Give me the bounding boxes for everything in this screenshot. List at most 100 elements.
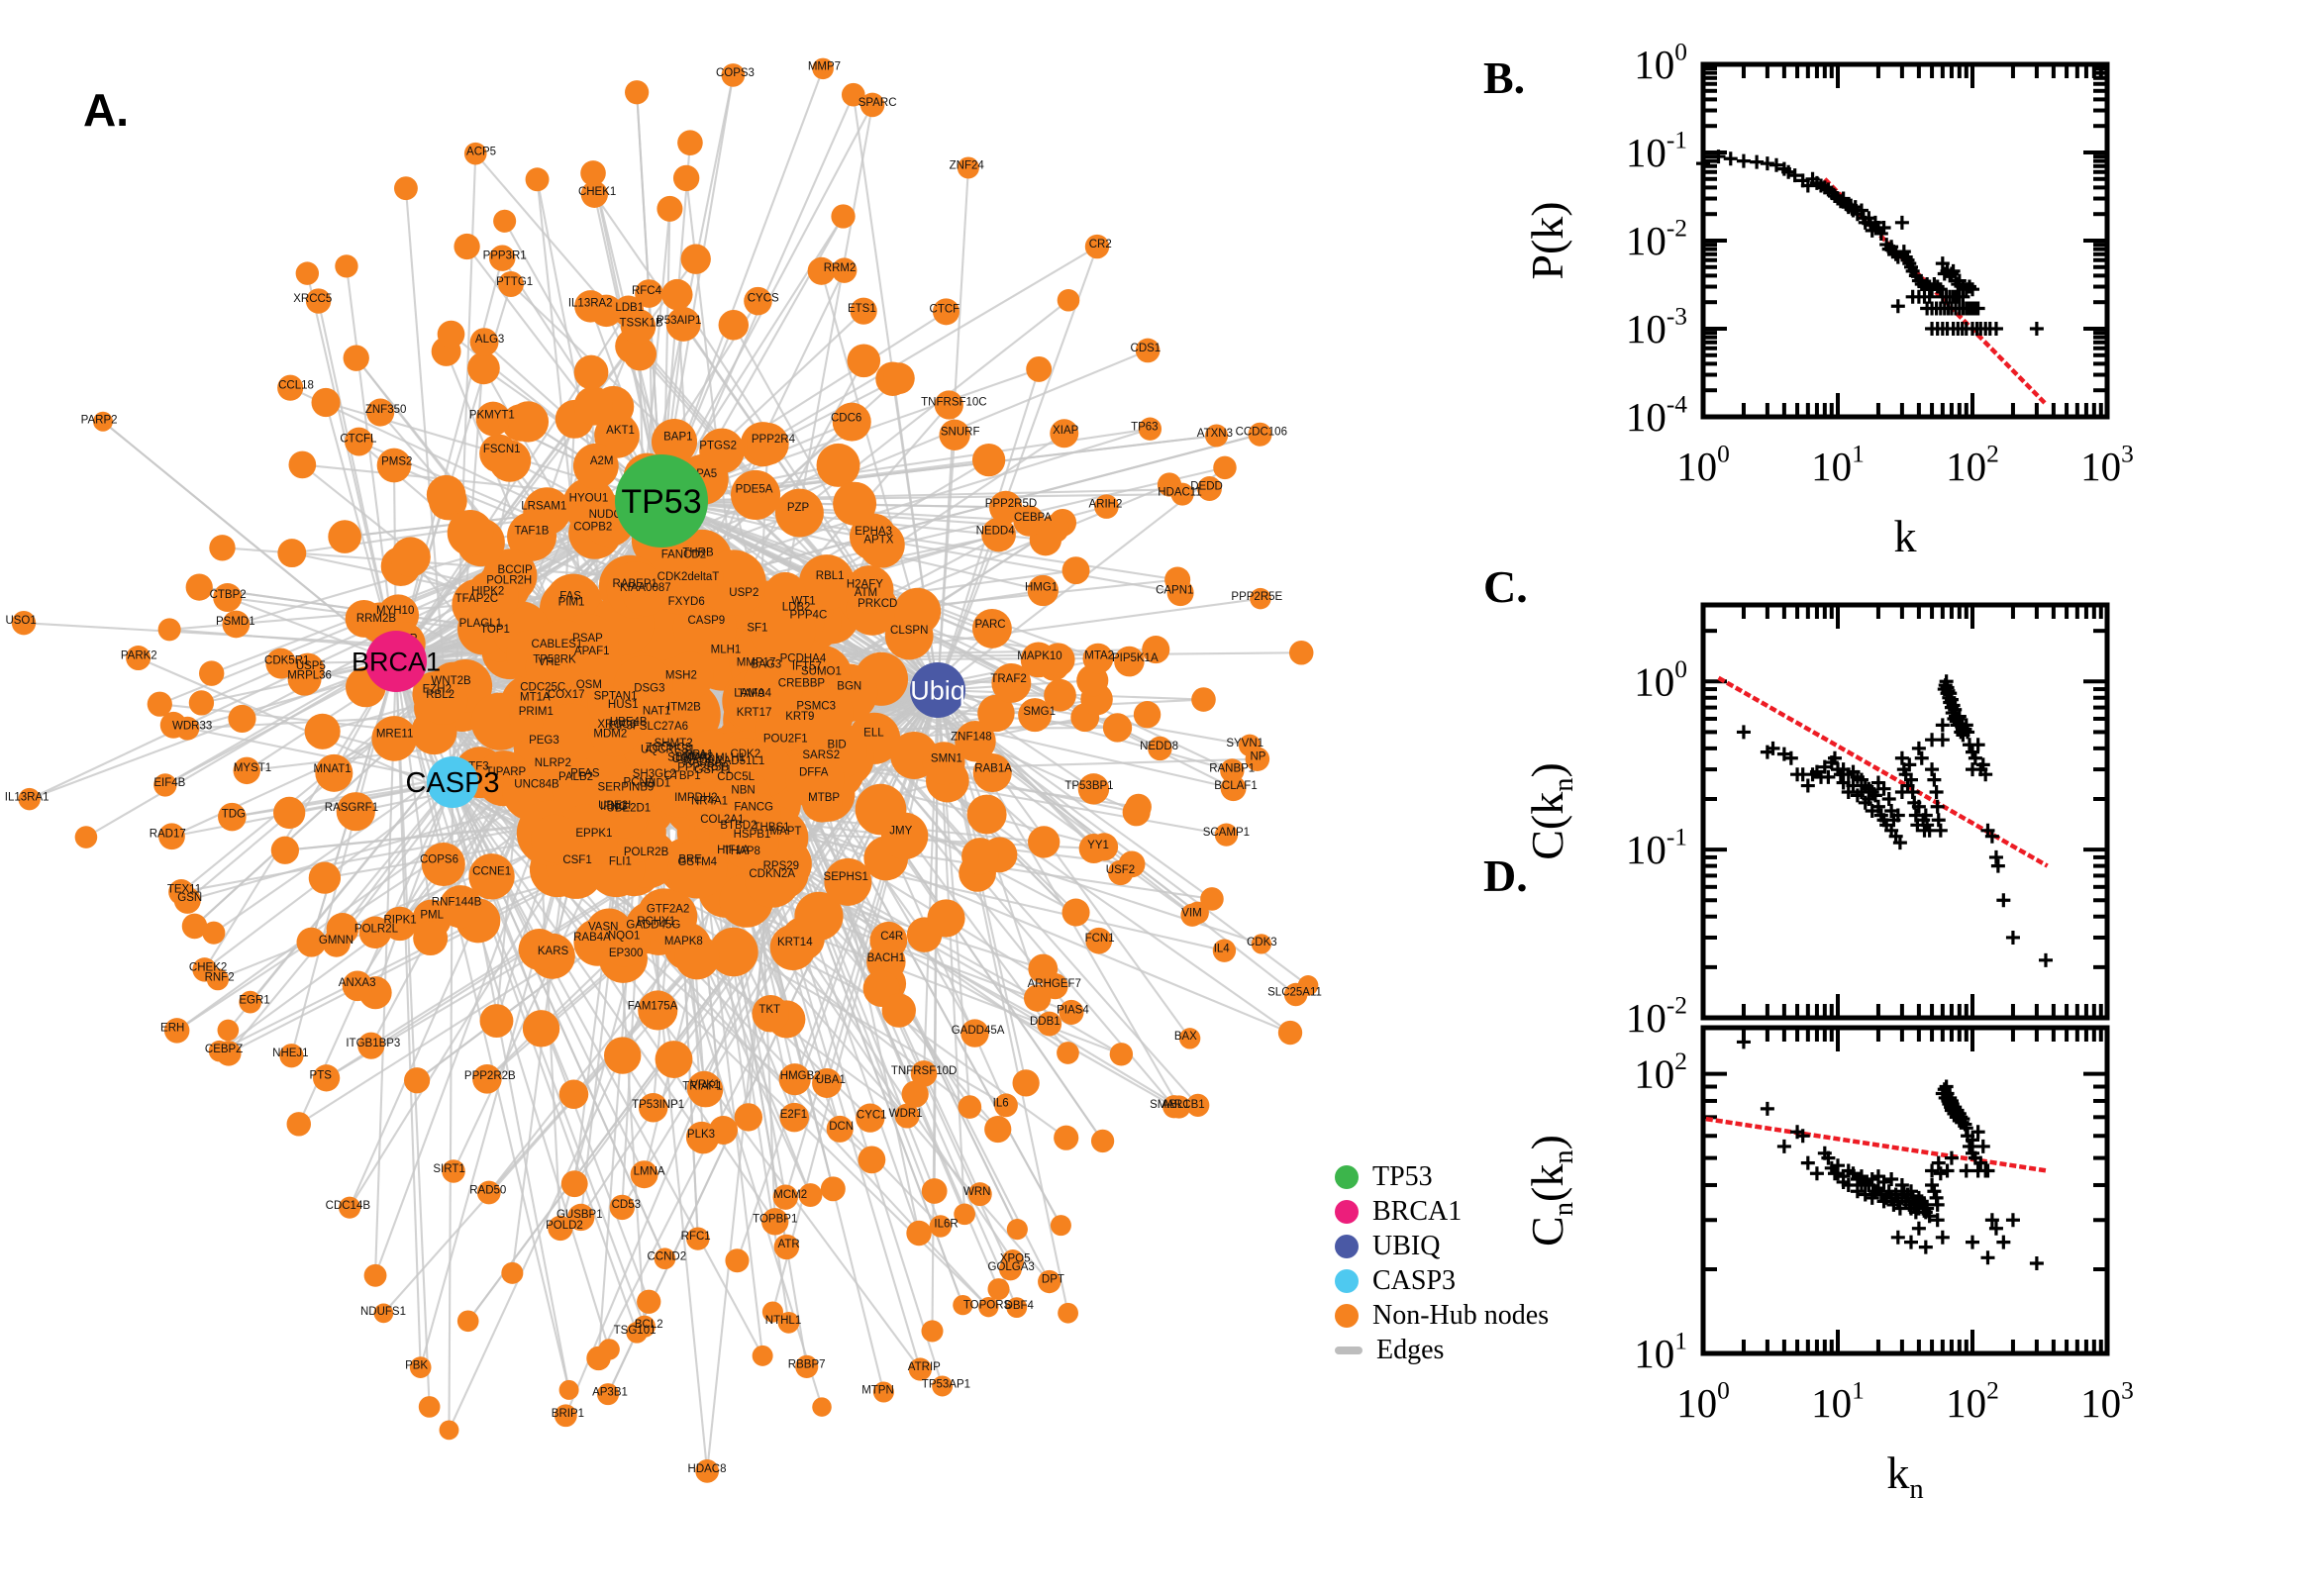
legend-label: CASP3 [1372, 1265, 1457, 1296]
svg-text:IL4: IL4 [1214, 943, 1231, 954]
svg-text:IL6R: IL6R [934, 1219, 958, 1231]
svg-text:WT1: WT1 [791, 595, 815, 607]
svg-text:ERH: ERH [160, 1023, 184, 1035]
svg-text:RIPK1: RIPK1 [383, 915, 416, 927]
svg-text:HMG1: HMG1 [1025, 582, 1058, 594]
casp3-swatch-icon [1335, 1269, 1359, 1293]
svg-text:RFC1: RFC1 [681, 1231, 711, 1243]
hub-ubiq-label: Ubiq [910, 675, 965, 705]
svg-text:GSPT1: GSPT1 [694, 764, 732, 776]
svg-text:LDB1: LDB1 [615, 302, 644, 314]
svg-text:10-1: 10-1 [1626, 127, 1687, 175]
legend-item-ubiq: UBIQ [1335, 1230, 1549, 1263]
svg-text:POLR2B: POLR2B [624, 847, 669, 858]
svg-text:CAPN1: CAPN1 [1156, 584, 1193, 596]
svg-text:DCN: DCN [829, 1121, 854, 1133]
svg-text:COX17: COX17 [548, 689, 585, 701]
svg-text:THRB: THRB [682, 547, 714, 558]
svg-text:EID1: EID1 [646, 778, 671, 790]
panel-c: 100 10-1 10-2 C(kn) [1522, 602, 2110, 1041]
svg-text:TIPARP: TIPARP [486, 766, 527, 778]
svg-text:TRAF2: TRAF2 [990, 673, 1026, 685]
svg-text:IL6: IL6 [993, 1097, 1009, 1109]
svg-text:PSAP: PSAP [572, 633, 603, 645]
legend-item-casp3: CASP3 [1335, 1264, 1549, 1298]
svg-text:CTBP2: CTBP2 [210, 589, 247, 601]
svg-text:CTBP1: CTBP1 [664, 770, 701, 782]
svg-text:SNURF: SNURF [941, 426, 980, 438]
svg-text:PEG3: PEG3 [529, 735, 559, 747]
svg-text:PLK3: PLK3 [687, 1129, 715, 1141]
svg-text:EIF3F: EIF3F [609, 721, 640, 733]
svg-text:KRT14: KRT14 [777, 937, 813, 948]
svg-text:BGN: BGN [837, 680, 861, 692]
svg-text:APAF1: APAF1 [574, 646, 610, 657]
svg-text:HDAC11: HDAC11 [1158, 486, 1202, 498]
svg-text:GSTM4: GSTM4 [677, 856, 717, 868]
svg-text:ZNF148: ZNF148 [951, 732, 992, 744]
svg-text:BRCA2: BRCA2 [675, 751, 713, 763]
svg-text:PRIM1: PRIM1 [519, 706, 554, 718]
svg-text:NP: NP [1250, 751, 1265, 763]
svg-text:EPHA3: EPHA3 [855, 526, 892, 538]
svg-text:TAF9: TAF9 [738, 688, 764, 700]
svg-text:ALG3: ALG3 [475, 334, 504, 346]
svg-text:PALB2: PALB2 [558, 771, 593, 783]
svg-text:PIAS4: PIAS4 [1057, 1004, 1089, 1016]
svg-text:PDE5A: PDE5A [736, 484, 773, 496]
svg-text:FSCN1: FSCN1 [483, 444, 521, 455]
svg-text:USP5: USP5 [296, 660, 326, 672]
svg-text:CCDC106: CCDC106 [1236, 427, 1287, 439]
svg-text:MAPK8: MAPK8 [664, 936, 703, 948]
svg-text:VRK1: VRK1 [690, 1079, 720, 1091]
svg-text:FCN1: FCN1 [1085, 933, 1115, 945]
svg-text:HIF1A: HIF1A [717, 845, 750, 856]
svg-text:BID: BID [828, 739, 847, 750]
svg-text:SHMT2: SHMT2 [655, 738, 693, 749]
svg-text:YY1: YY1 [1087, 840, 1109, 851]
svg-text:UBE2I: UBE2I [598, 800, 631, 812]
svg-text:ACP5: ACP5 [466, 146, 496, 157]
svg-text:MSH2: MSH2 [665, 670, 697, 682]
svg-text:DBF4: DBF4 [1005, 1300, 1035, 1312]
svg-text:JMY: JMY [889, 825, 912, 837]
svg-text:NBN: NBN [731, 785, 755, 797]
hub-tp53-label: TP53 [621, 483, 701, 521]
legend-label: Non-Hub nodes [1372, 1300, 1550, 1331]
svg-text:CYC1: CYC1 [857, 1109, 887, 1121]
legend-item-brca1: BRCA1 [1335, 1195, 1549, 1229]
svg-text:PARK2: PARK2 [121, 649, 157, 661]
svg-text:100: 100 [1634, 655, 1687, 704]
svg-text:SERPINB9: SERPINB9 [598, 781, 655, 793]
svg-text:BTBD2: BTBD2 [720, 820, 757, 832]
svg-text:HMGB2: HMGB2 [780, 1070, 821, 1082]
svg-text:BAX: BAX [1174, 1031, 1197, 1043]
panel-c-ticks [1701, 605, 2109, 1020]
svg-text:SUMO1: SUMO1 [801, 666, 842, 678]
panel-b-tick-labels: 100 101 102 103 100 10-1 10-2 10-3 10-4 [1626, 39, 2134, 489]
svg-text:GMNN: GMNN [319, 935, 354, 947]
svg-text:ITGB1BP3: ITGB1BP3 [346, 1038, 400, 1049]
svg-text:RAD50: RAD50 [469, 1185, 506, 1197]
svg-text:102: 102 [1946, 441, 1999, 489]
svg-text:HDAC8: HDAC8 [688, 1463, 727, 1475]
svg-text:LRSAM1: LRSAM1 [521, 500, 566, 512]
svg-text:IMPDH2: IMPDH2 [674, 792, 717, 804]
svg-text:RAD17: RAD17 [150, 828, 186, 840]
svg-text:DFFA: DFFA [799, 767, 829, 779]
svg-text:ATRIP: ATRIP [908, 1361, 941, 1373]
svg-text:PPP4C: PPP4C [790, 610, 828, 622]
svg-text:A2M: A2M [590, 455, 614, 467]
svg-text:DDB1: DDB1 [1030, 1016, 1060, 1028]
svg-text:100: 100 [1676, 1377, 1730, 1426]
svg-text:AKT1: AKT1 [606, 425, 635, 437]
svg-text:CCNE1: CCNE1 [472, 866, 511, 878]
svg-text:OSM: OSM [576, 679, 602, 691]
svg-text:MYST1: MYST1 [234, 762, 271, 774]
svg-text:PLAGL1: PLAGL1 [459, 618, 502, 630]
svg-text:101: 101 [1811, 441, 1865, 489]
svg-text:TSG101: TSG101 [614, 1325, 656, 1337]
svg-text:hMLH1: hMLH1 [709, 752, 746, 764]
svg-text:MRE11: MRE11 [376, 728, 414, 740]
